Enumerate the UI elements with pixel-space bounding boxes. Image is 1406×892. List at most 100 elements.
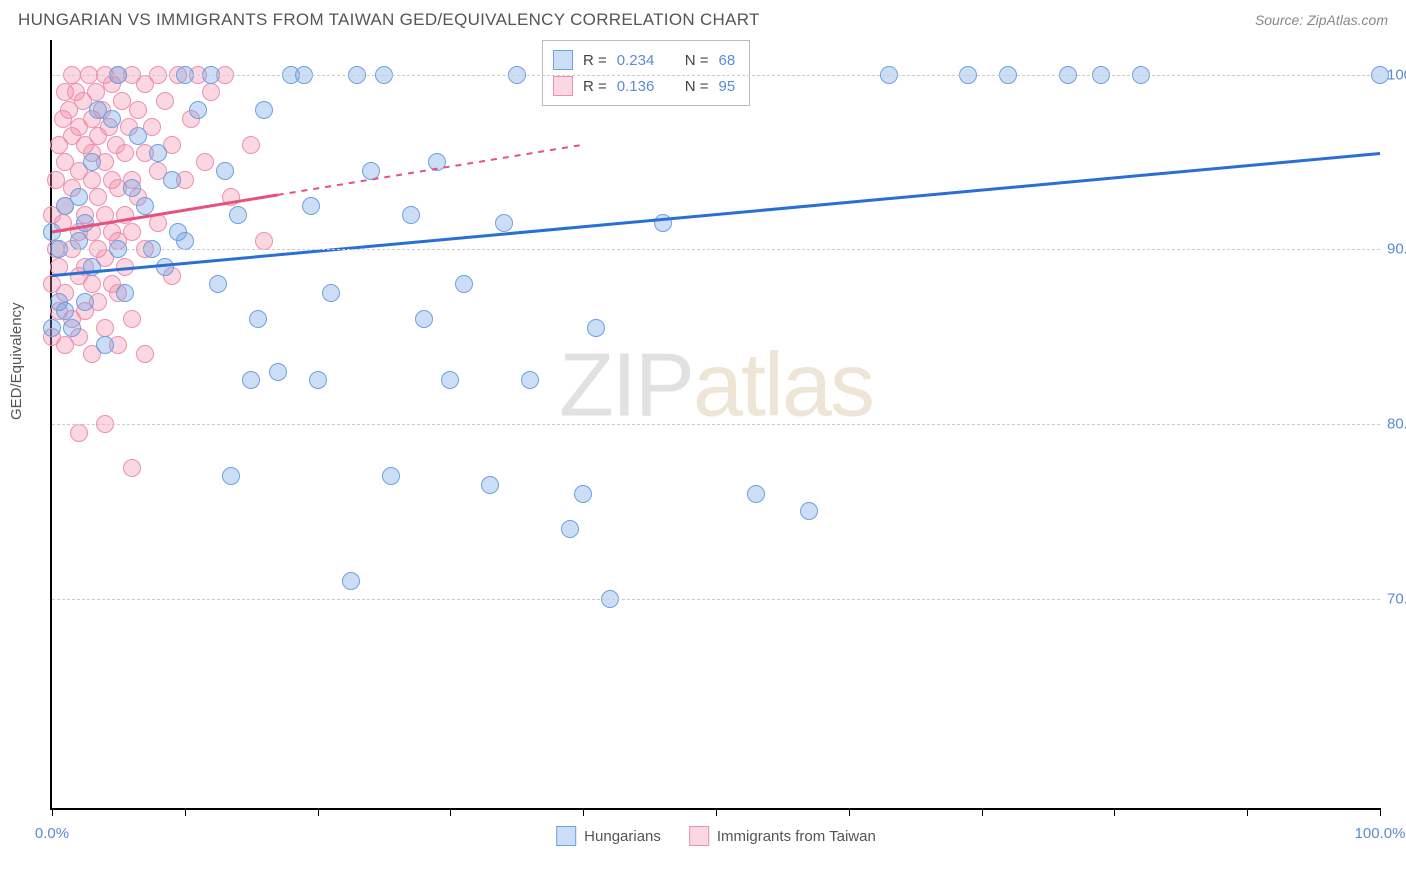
y-axis-label: GED/Equivalency <box>8 302 25 420</box>
gridline <box>52 424 1380 425</box>
data-point <box>587 319 605 337</box>
data-point <box>495 214 513 232</box>
x-tick <box>185 808 186 816</box>
data-point <box>521 371 539 389</box>
data-point <box>96 206 114 224</box>
r-value-hungarians: 0.234 <box>617 52 669 69</box>
n-value-taiwan: 95 <box>719 78 736 95</box>
data-point <box>129 127 147 145</box>
source-label: Source: ZipAtlas.com <box>1255 12 1388 28</box>
data-point <box>196 153 214 171</box>
data-point <box>116 144 134 162</box>
x-tick <box>1380 808 1381 816</box>
data-point <box>89 188 107 206</box>
data-point <box>76 293 94 311</box>
r-value-taiwan: 0.136 <box>617 78 669 95</box>
data-point <box>574 485 592 503</box>
data-point <box>216 162 234 180</box>
x-tick <box>583 808 584 816</box>
data-point <box>43 223 61 241</box>
data-point <box>50 258 68 276</box>
r-label: R = <box>583 52 607 69</box>
swatch-hungarians <box>556 826 576 846</box>
data-point <box>116 206 134 224</box>
y-tick-label: 90.0% <box>1387 241 1406 258</box>
data-point <box>382 467 400 485</box>
data-point <box>255 232 273 250</box>
data-point <box>800 502 818 520</box>
x-tick-label: 0.0% <box>35 825 69 842</box>
n-label: N = <box>685 52 709 69</box>
y-tick-label: 70.0% <box>1387 590 1406 607</box>
data-point <box>428 153 446 171</box>
legend-label-hungarians: Hungarians <box>584 828 661 845</box>
legend-row-hungarians: R = 0.234 N = 68 <box>553 47 735 73</box>
r-label: R = <box>583 78 607 95</box>
data-point <box>70 188 88 206</box>
x-tick <box>1247 808 1248 816</box>
data-point <box>70 424 88 442</box>
correlation-legend: R = 0.234 N = 68 R = 0.136 N = 95 <box>542 40 750 106</box>
data-point <box>96 319 114 337</box>
data-point <box>156 258 174 276</box>
x-tick <box>1114 808 1115 816</box>
legend-row-taiwan: R = 0.136 N = 95 <box>553 73 735 99</box>
swatch-taiwan <box>689 826 709 846</box>
data-point <box>342 572 360 590</box>
data-point <box>96 336 114 354</box>
data-point <box>116 258 134 276</box>
x-tick <box>52 808 53 816</box>
legend-item-hungarians: Hungarians <box>556 826 661 846</box>
swatch-taiwan <box>553 76 573 96</box>
data-point <box>149 214 167 232</box>
data-point <box>269 363 287 381</box>
data-point <box>455 275 473 293</box>
data-point <box>103 110 121 128</box>
data-point <box>43 319 61 337</box>
data-point <box>441 371 459 389</box>
data-point <box>123 459 141 477</box>
data-point <box>156 92 174 110</box>
gridline <box>52 249 1380 250</box>
data-point <box>561 520 579 538</box>
data-point <box>415 310 433 328</box>
data-point <box>302 197 320 215</box>
legend-item-taiwan: Immigrants from Taiwan <box>689 826 876 846</box>
data-point <box>242 371 260 389</box>
x-tick <box>450 808 451 816</box>
data-point <box>149 144 167 162</box>
series-legend: Hungarians Immigrants from Taiwan <box>556 826 876 846</box>
data-point <box>83 258 101 276</box>
data-point <box>123 310 141 328</box>
x-tick <box>716 808 717 816</box>
legend-label-taiwan: Immigrants from Taiwan <box>717 828 876 845</box>
data-point <box>63 319 81 337</box>
data-point <box>222 467 240 485</box>
data-point <box>654 214 672 232</box>
data-point <box>123 179 141 197</box>
x-tick <box>982 808 983 816</box>
x-tick-label: 100.0% <box>1355 825 1406 842</box>
n-label: N = <box>685 78 709 95</box>
data-point <box>322 284 340 302</box>
x-tick <box>849 808 850 816</box>
x-tick <box>318 808 319 816</box>
data-point <box>222 188 240 206</box>
chart-title: HUNGARIAN VS IMMIGRANTS FROM TAIWAN GED/… <box>18 10 760 30</box>
data-point <box>83 171 101 189</box>
data-point <box>70 232 88 250</box>
data-point <box>309 371 327 389</box>
data-point <box>129 101 147 119</box>
data-point <box>56 302 74 320</box>
data-point <box>362 162 380 180</box>
data-point <box>229 206 247 224</box>
data-point <box>481 476 499 494</box>
data-point <box>136 197 154 215</box>
data-point <box>116 284 134 302</box>
data-point <box>202 83 220 101</box>
gridline <box>52 75 1380 76</box>
gridline <box>52 599 1380 600</box>
data-point <box>747 485 765 503</box>
data-point <box>136 345 154 363</box>
data-point <box>163 171 181 189</box>
